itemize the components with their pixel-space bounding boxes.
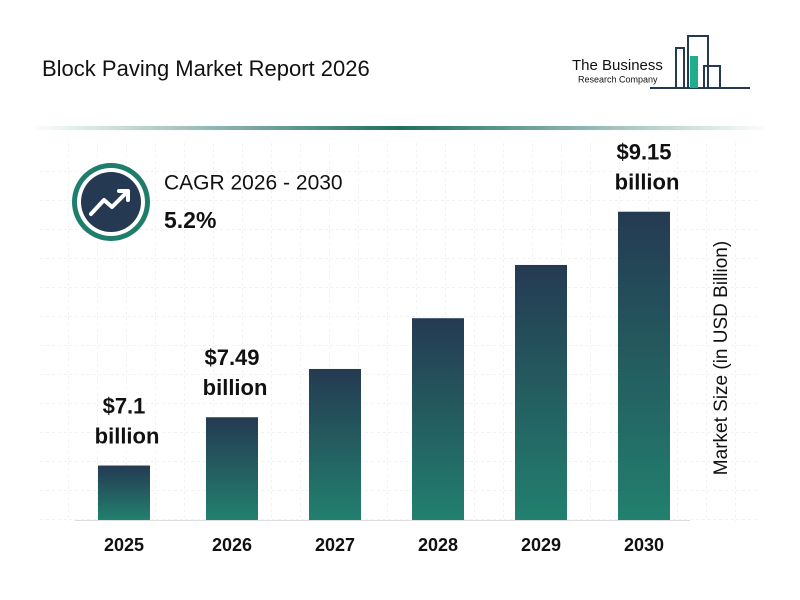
logo: The Business Research Company: [572, 35, 750, 89]
x-tick-label: 2026: [212, 535, 252, 555]
cagr-value: 5.2%: [164, 207, 216, 233]
bar: [412, 318, 464, 520]
x-tick-label: 2025: [104, 535, 144, 555]
x-tick-label: 2028: [418, 535, 458, 555]
cagr-badge: CAGR 2026 - 2030 5.2%: [72, 163, 343, 241]
bar: [206, 417, 258, 520]
chart-title: Block Paving Market Report 2026: [42, 56, 370, 81]
x-tick-label: 2027: [315, 535, 355, 555]
logo-subtext: Research Company: [578, 74, 658, 84]
y-axis-label: Market Size (in USD Billion): [711, 241, 732, 475]
value-label: $9.15 billion: [609, 140, 680, 195]
logo-text: The Business: [572, 57, 663, 74]
x-tick-label: 2029: [521, 535, 561, 555]
value-label: $7.49 billion: [197, 345, 268, 400]
value-label: $7.1 billion: [89, 393, 160, 448]
cagr-label: CAGR 2026 - 2030: [164, 172, 343, 195]
bar: [309, 368, 361, 520]
divider: [30, 126, 770, 130]
bar: [98, 465, 150, 520]
bar: [515, 264, 567, 520]
bar: [618, 211, 670, 520]
x-tick-label: 2030: [624, 535, 664, 555]
